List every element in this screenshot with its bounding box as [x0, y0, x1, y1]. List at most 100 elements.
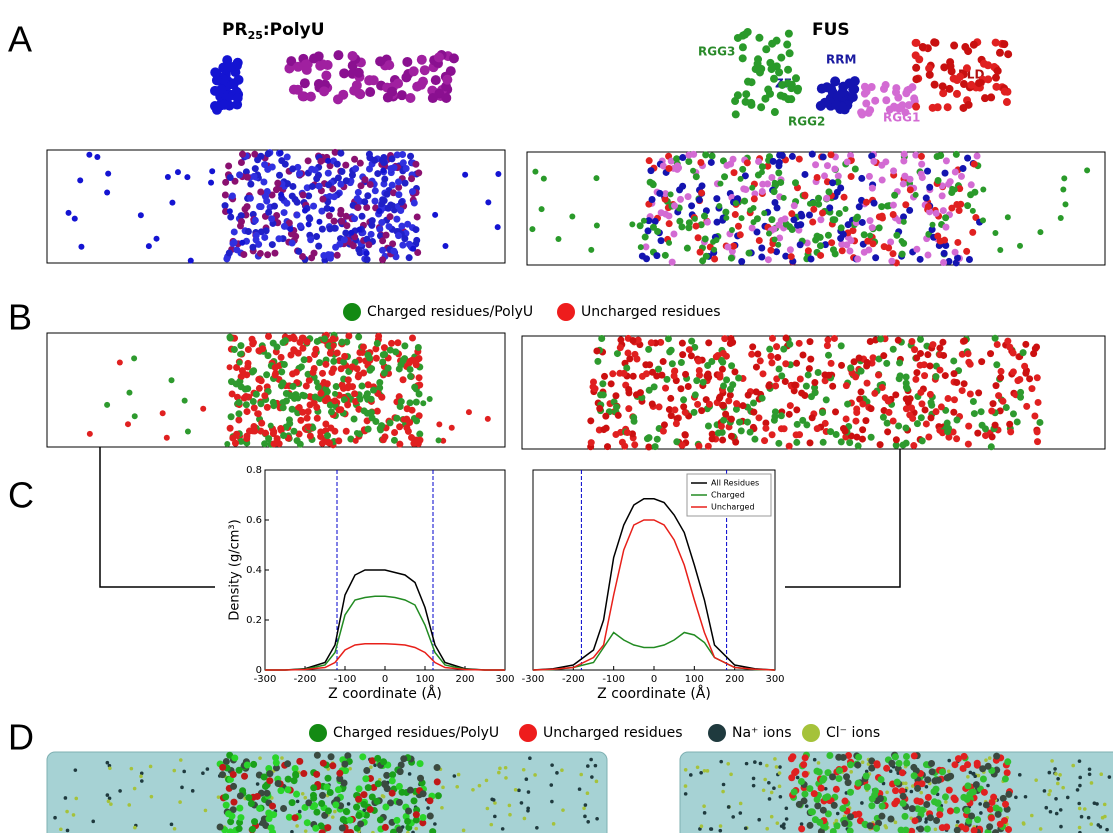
bead	[713, 195, 720, 202]
bead	[838, 438, 845, 445]
bead	[824, 162, 831, 169]
bead	[749, 224, 756, 231]
bead	[434, 778, 441, 785]
bead	[237, 360, 243, 366]
bead	[403, 424, 410, 431]
bead	[1099, 825, 1103, 829]
bead	[324, 775, 331, 782]
bead	[324, 824, 331, 831]
bead	[388, 340, 395, 347]
bead	[993, 361, 1000, 368]
bead	[859, 219, 866, 226]
bead	[408, 772, 412, 776]
bead	[304, 819, 311, 826]
bead	[338, 365, 345, 372]
bead	[848, 92, 858, 102]
bead	[732, 211, 739, 218]
bead	[739, 215, 745, 221]
bead	[972, 772, 976, 776]
bead	[783, 41, 791, 49]
bead	[853, 215, 860, 222]
bead	[293, 369, 300, 376]
legend-label: Cl⁻ ions	[826, 725, 880, 741]
bead	[381, 351, 388, 358]
bead	[612, 392, 619, 399]
bead	[200, 406, 206, 412]
bead	[379, 358, 386, 365]
bead	[442, 243, 448, 249]
bead	[993, 804, 1000, 811]
bead	[968, 181, 975, 188]
bead	[993, 753, 1000, 760]
bead	[320, 760, 327, 767]
bead	[655, 366, 662, 373]
bead	[705, 443, 712, 450]
bead	[238, 212, 245, 219]
bead	[705, 422, 712, 429]
bead	[372, 187, 379, 194]
bead	[399, 242, 406, 249]
bead	[263, 227, 270, 234]
bead	[164, 435, 170, 441]
bead	[825, 372, 832, 379]
bead	[146, 243, 152, 249]
bead	[810, 206, 817, 213]
bead	[520, 801, 524, 805]
bead	[376, 379, 383, 386]
bead	[404, 818, 411, 825]
bead	[140, 779, 144, 783]
bead	[172, 769, 176, 773]
bead	[333, 810, 337, 814]
bead	[855, 811, 862, 818]
x-tick-label: 300	[495, 674, 514, 685]
bead	[227, 364, 233, 370]
bead	[266, 770, 273, 777]
bead	[612, 431, 619, 438]
bead	[637, 389, 644, 396]
bead	[106, 761, 110, 765]
bead	[660, 428, 667, 435]
bead	[1030, 350, 1037, 357]
bead	[886, 106, 894, 114]
panel-label: D	[8, 717, 34, 758]
domain-label: RGG2	[788, 115, 825, 129]
bead	[785, 817, 789, 821]
bead	[1033, 344, 1040, 351]
bead	[812, 236, 819, 243]
bead	[310, 203, 317, 210]
bead	[803, 383, 810, 390]
bead	[362, 176, 369, 183]
bead	[740, 402, 747, 409]
bead	[747, 429, 754, 436]
bead	[815, 195, 822, 202]
bead	[74, 768, 78, 772]
bead	[811, 379, 818, 386]
bead	[700, 824, 704, 828]
bead	[379, 247, 386, 254]
bead	[258, 756, 262, 760]
bead	[835, 173, 842, 180]
bead	[970, 41, 978, 49]
title: PR25:PolyU	[222, 20, 325, 42]
bead	[355, 189, 362, 196]
bead	[753, 364, 760, 371]
bead	[343, 428, 350, 435]
bead	[321, 335, 328, 342]
bead	[802, 771, 809, 778]
bead	[793, 431, 800, 438]
bead	[206, 767, 210, 771]
bead	[839, 805, 846, 812]
bead	[357, 160, 364, 167]
bead	[615, 412, 622, 419]
bead	[942, 214, 949, 221]
bead	[751, 195, 758, 202]
bead	[769, 335, 776, 342]
bead	[395, 178, 402, 185]
bead	[231, 754, 238, 761]
bead	[1021, 363, 1028, 370]
bead	[668, 191, 674, 197]
bead	[552, 822, 556, 826]
bead	[363, 767, 370, 774]
bead	[809, 414, 816, 421]
bead	[686, 346, 693, 353]
